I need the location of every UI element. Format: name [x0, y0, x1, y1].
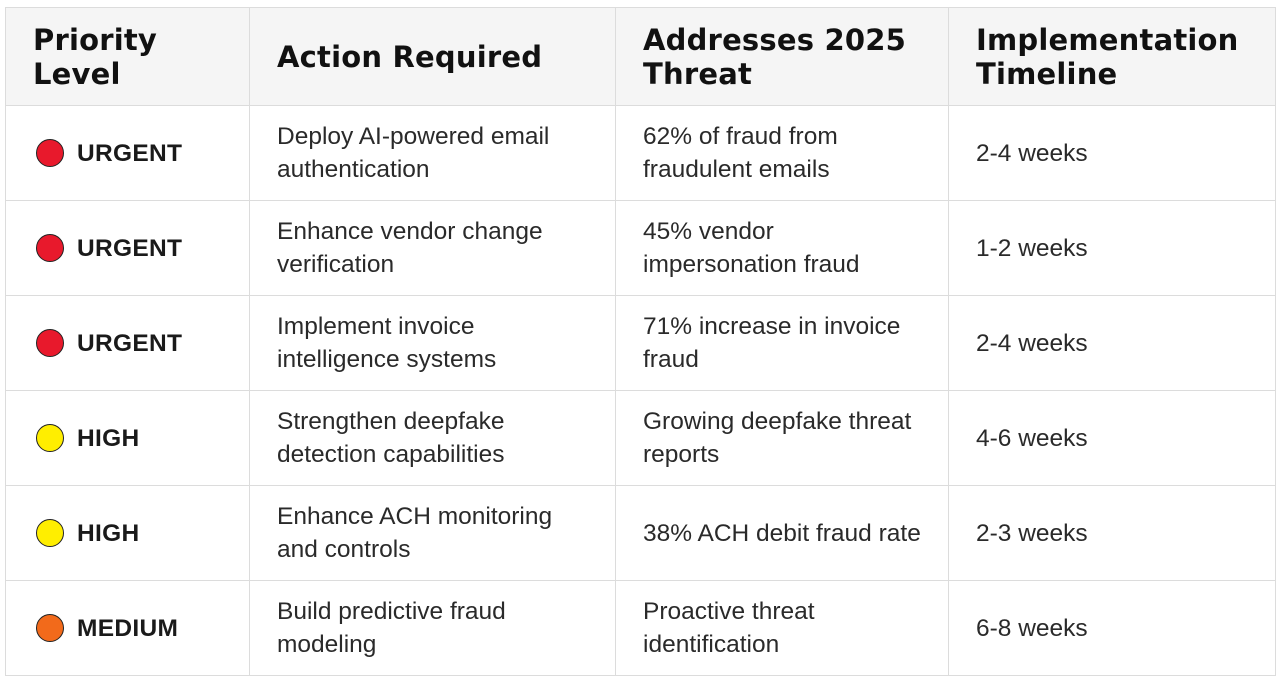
orange-circle-icon [36, 614, 64, 642]
yellow-circle-icon [36, 519, 64, 547]
table-row: HIGH Strengthen deepfake detection capab… [5, 390, 1276, 486]
priority-label: URGENT [77, 234, 183, 262]
action-cell: Strengthen deepfake detection capabiliti… [249, 390, 616, 486]
priority-label: URGENT [77, 329, 183, 357]
header-addresses-threat: Addresses 2025 Threat [615, 7, 949, 106]
threat-cell: 62% of fraud from fraudulent emails [615, 105, 949, 201]
action-cell: Enhance vendor change verification [249, 200, 616, 296]
red-circle-icon [36, 234, 64, 262]
red-circle-icon [36, 329, 64, 357]
threat-cell: 71% increase in invoice fraud [615, 295, 949, 391]
red-circle-icon [36, 139, 64, 167]
threat-cell: Proactive threat identification [615, 580, 949, 676]
priority-label: URGENT [77, 139, 183, 167]
table-row: URGENT Implement invoice intelligence sy… [5, 295, 1276, 391]
action-cell: Implement invoice intelligence systems [249, 295, 616, 391]
table-row: URGENT Enhance vendor change verificatio… [5, 200, 1276, 296]
priority-cell: URGENT [5, 105, 250, 201]
timeline-cell: 4-6 weeks [948, 390, 1276, 486]
priority-action-table: Priority Level Action Required Addresses… [5, 7, 1276, 676]
priority-label: MEDIUM [77, 614, 179, 642]
timeline-cell: 2-4 weeks [948, 105, 1276, 201]
yellow-circle-icon [36, 424, 64, 452]
table-row: MEDIUM Build predictive fraud modeling P… [5, 580, 1276, 676]
priority-cell: HIGH [5, 390, 250, 486]
threat-cell: Growing deepfake threat reports [615, 390, 949, 486]
timeline-cell: 1-2 weeks [948, 200, 1276, 296]
priority-cell: URGENT [5, 200, 250, 296]
priority-label: HIGH [77, 424, 140, 452]
timeline-cell: 2-4 weeks [948, 295, 1276, 391]
priority-cell: HIGH [5, 485, 250, 581]
timeline-cell: 2-3 weeks [948, 485, 1276, 581]
header-row: Priority Level Action Required Addresses… [5, 7, 1276, 106]
priority-cell: MEDIUM [5, 580, 250, 676]
header-action-required: Action Required [249, 7, 616, 106]
timeline-cell: 6-8 weeks [948, 580, 1276, 676]
header-priority-level: Priority Level [5, 7, 250, 106]
table-body: URGENT Deploy AI-powered email authentic… [5, 105, 1276, 676]
action-cell: Build predictive fraud modeling [249, 580, 616, 676]
action-cell: Deploy AI-powered email authentication [249, 105, 616, 201]
table-row: HIGH Enhance ACH monitoring and controls… [5, 485, 1276, 581]
threat-cell: 38% ACH debit fraud rate [615, 485, 949, 581]
priority-label: HIGH [77, 519, 140, 547]
priority-cell: URGENT [5, 295, 250, 391]
threat-cell: 45% vendor impersonation fraud [615, 200, 949, 296]
header-implementation-timeline: Implementation Timeline [948, 7, 1276, 106]
action-cell: Enhance ACH monitoring and controls [249, 485, 616, 581]
table-row: URGENT Deploy AI-powered email authentic… [5, 105, 1276, 201]
priority-action-table-container: Priority Level Action Required Addresses… [5, 7, 1276, 676]
table-header: Priority Level Action Required Addresses… [5, 7, 1276, 106]
